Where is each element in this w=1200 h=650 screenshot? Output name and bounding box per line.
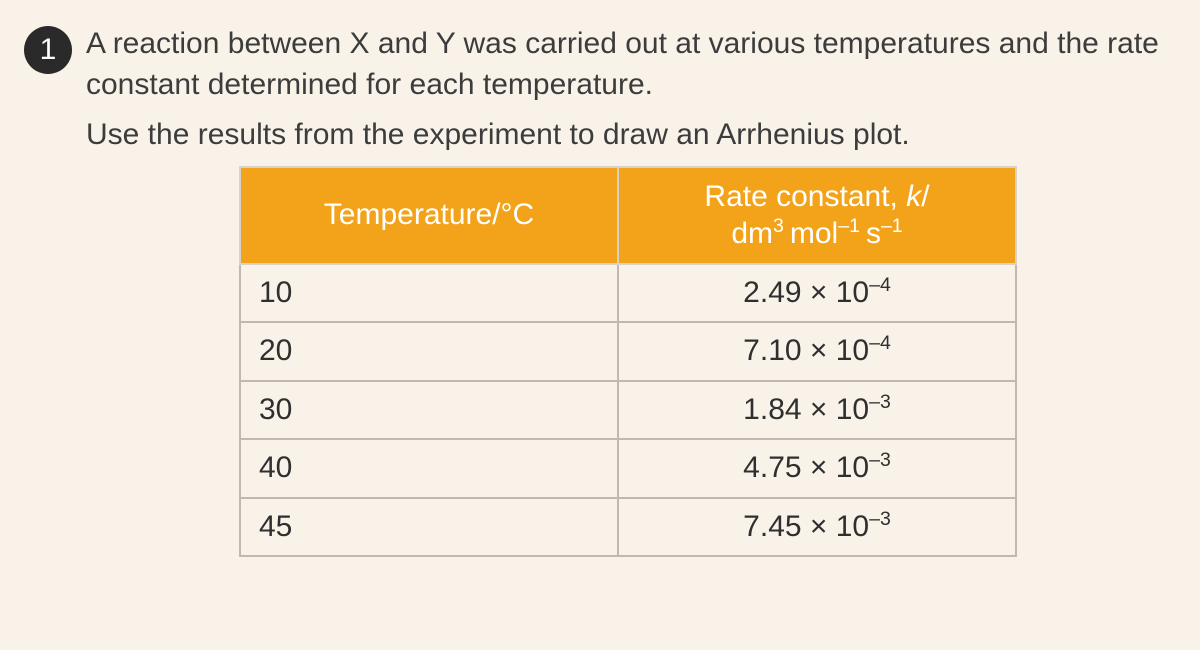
col-header-temperature: Temperature/°C <box>240 167 618 264</box>
cell-temp: 40 <box>240 439 618 498</box>
cell-temp: 45 <box>240 498 618 557</box>
cell-rate: 7.10 × 10–4 <box>618 322 1016 381</box>
question-number-badge: 1 <box>24 26 72 74</box>
data-table-wrap: Temperature/°C Rate constant, k/dm3 mol–… <box>86 166 1170 558</box>
cell-temp: 10 <box>240 264 618 323</box>
table-row: 20 7.10 × 10–4 <box>240 322 1016 381</box>
data-table: Temperature/°C Rate constant, k/dm3 mol–… <box>239 166 1017 558</box>
question-paragraph-1: A reaction between X and Y was carried o… <box>86 24 1170 105</box>
table-row: 45 7.45 × 10–3 <box>240 498 1016 557</box>
question-block: 1 A reaction between X and Y was carried… <box>24 24 1170 557</box>
cell-temp: 20 <box>240 322 618 381</box>
table-row: 40 4.75 × 10–3 <box>240 439 1016 498</box>
cell-rate: 7.45 × 10–3 <box>618 498 1016 557</box>
question-body: A reaction between X and Y was carried o… <box>86 24 1170 557</box>
table-body: 10 2.49 × 10–4 20 7.10 × 10–4 30 1.84 × … <box>240 264 1016 557</box>
cell-rate: 2.49 × 10–4 <box>618 264 1016 323</box>
table-row: 30 1.84 × 10–3 <box>240 381 1016 440</box>
question-paragraph-2: Use the results from the experiment to d… <box>86 115 1170 156</box>
cell-rate: 1.84 × 10–3 <box>618 381 1016 440</box>
cell-rate: 4.75 × 10–3 <box>618 439 1016 498</box>
cell-temp: 30 <box>240 381 618 440</box>
question-number: 1 <box>40 33 57 67</box>
table-row: 10 2.49 × 10–4 <box>240 264 1016 323</box>
col-header-rate-constant: Rate constant, k/dm3 mol–1 s–1 <box>618 167 1016 264</box>
table-header-row: Temperature/°C Rate constant, k/dm3 mol–… <box>240 167 1016 264</box>
